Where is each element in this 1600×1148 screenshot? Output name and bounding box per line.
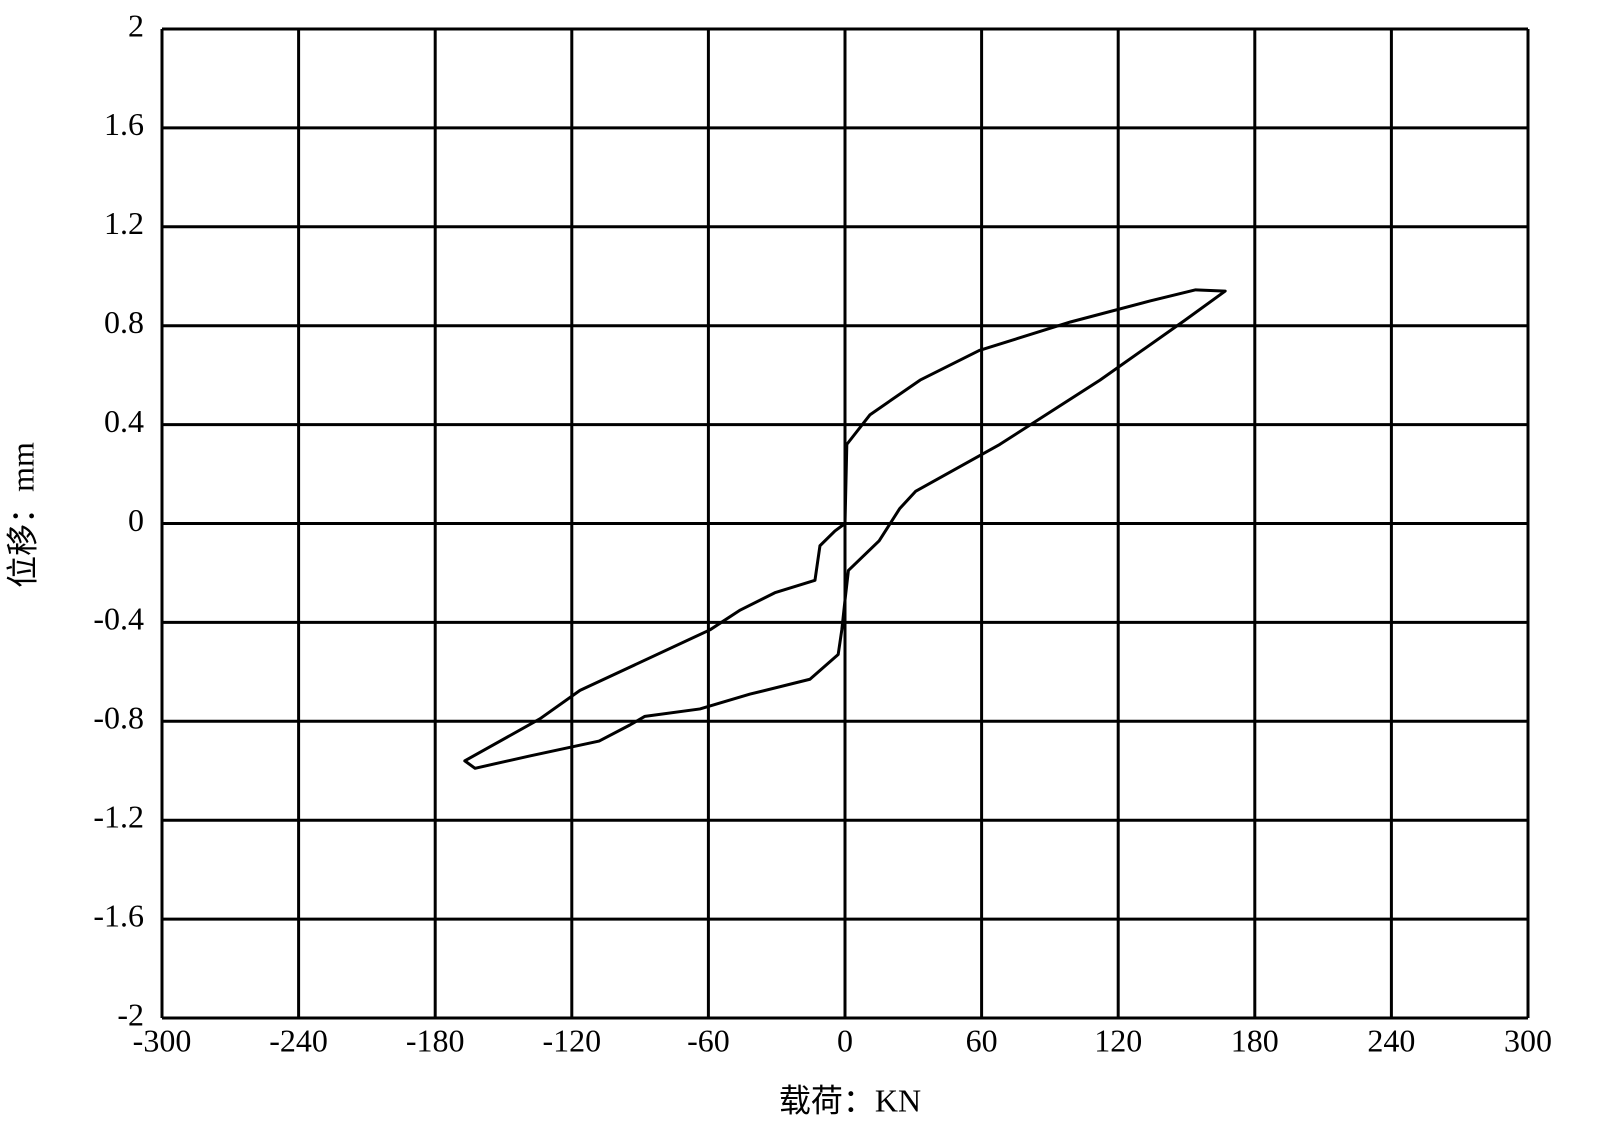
- x-tick-label: 60: [966, 1022, 998, 1058]
- y-tick-label: 1.2: [104, 205, 144, 241]
- y-tick-label: 0.8: [104, 304, 144, 340]
- x-tick-label: -180: [406, 1022, 465, 1058]
- x-axis-title: 载荷：KN: [779, 1082, 921, 1118]
- x-tick-label: 120: [1094, 1022, 1142, 1058]
- x-tick-label: 240: [1367, 1022, 1415, 1058]
- x-tick-label: -120: [542, 1022, 601, 1058]
- y-tick-label: 1.6: [104, 106, 144, 142]
- y-axis-title: 位移：mm: [4, 442, 40, 588]
- x-tick-label: 180: [1231, 1022, 1279, 1058]
- y-tick-label: -1.6: [93, 897, 144, 933]
- y-tick-label: -0.8: [93, 700, 144, 736]
- y-tick-label: -1.2: [93, 799, 144, 835]
- x-tick-label: -240: [269, 1022, 328, 1058]
- y-tick-label: -0.4: [93, 601, 144, 637]
- x-tick-label: -300: [133, 1022, 192, 1058]
- x-tick-label: 0: [837, 1022, 853, 1058]
- y-tick-label: 0.4: [104, 403, 144, 439]
- y-tick-label: 2: [128, 7, 144, 43]
- y-tick-label: -2: [117, 996, 144, 1032]
- x-tick-label: 300: [1504, 1022, 1552, 1058]
- x-tick-label: -60: [687, 1022, 730, 1058]
- data-line: [463, 288, 1227, 770]
- y-tick-label: 0: [128, 502, 144, 538]
